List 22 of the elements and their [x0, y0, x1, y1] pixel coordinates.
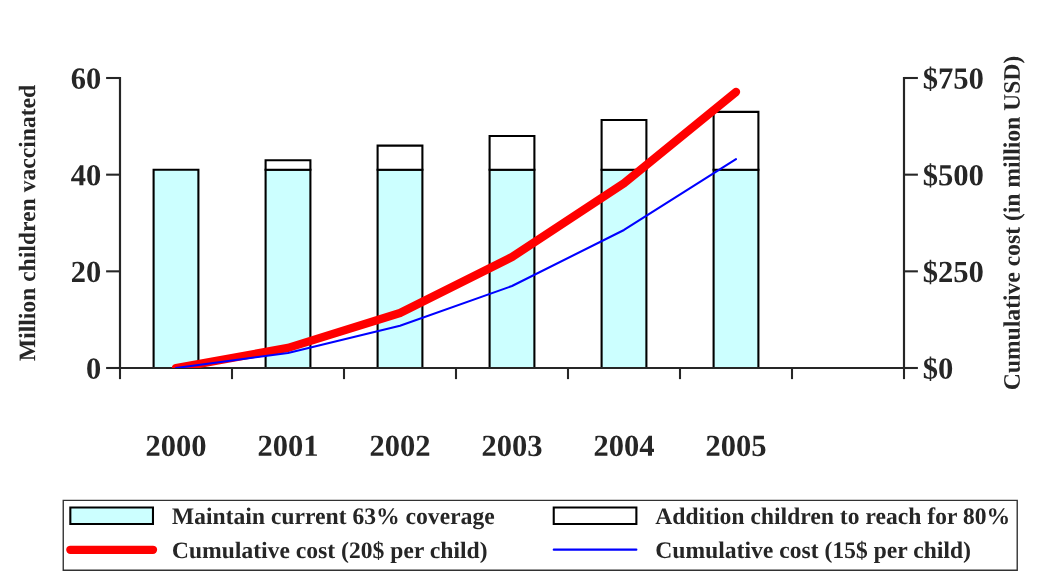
bar: [152, 168, 200, 368]
y-tick-label: 60: [71, 68, 101, 89]
y2-tick-label: $0: [923, 356, 953, 381]
line-series: [174, 158, 738, 368]
legend-label: Addition children to reach for 80%: [655, 507, 1008, 525]
x-tick-label: 2003: [482, 435, 542, 457]
x-tick-label: 2004: [594, 435, 654, 457]
y-tick-label: 20: [71, 261, 101, 283]
x-tick-label: 2000: [146, 435, 206, 457]
y2-tick-label: $250: [923, 259, 983, 285]
y-axis-title: Million children vaccinated: [18, 85, 36, 361]
y2-tick-label: $500: [923, 163, 983, 188]
legend-label: Cumulative cost (20$ per child): [173, 540, 487, 564]
y2-axis-title: Cumulative cost (in million USD): [1003, 56, 1025, 390]
legend-label: Cumulative cost (15$ per child): [656, 540, 970, 563]
x-tick-label: 2002: [370, 435, 430, 457]
y2-tick-label: $750: [923, 66, 983, 91]
x-tick-label: 2001: [258, 435, 317, 457]
y-tick-label: 40: [71, 164, 101, 186]
y-tick-label: 0: [87, 358, 101, 379]
legend-label: Maintain current 63% coverage: [172, 507, 495, 530]
x-tick-label: 2005: [706, 435, 766, 457]
